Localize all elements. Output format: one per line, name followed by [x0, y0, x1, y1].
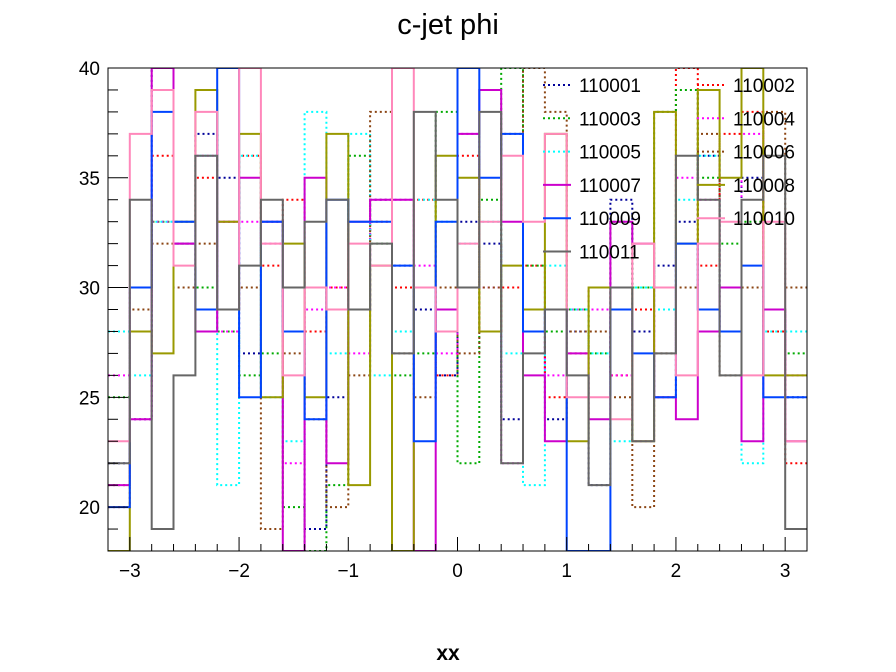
y-tick-label: 40: [79, 59, 100, 80]
x-axis-label: xx: [436, 642, 460, 665]
legend-label-110006: 110006: [733, 143, 795, 164]
legend-label-110005: 110005: [579, 143, 641, 164]
axis-layer: −3 −2 −1 0 1 2 3 20 25 30 35 40: [79, 59, 808, 582]
y-tick-label: 35: [79, 169, 100, 190]
legend-label-110008: 110008: [733, 176, 795, 197]
x-tick-label: −2: [228, 561, 250, 582]
x-tick-label: 1: [561, 561, 572, 582]
legend-label-110009: 110009: [579, 209, 641, 230]
legend-label-110002: 110002: [733, 76, 795, 97]
legend-label-110011: 110011: [579, 243, 640, 264]
x-tick-label: −3: [119, 561, 141, 582]
legend-label-110010: 110010: [733, 209, 795, 230]
x-tick-label: 2: [671, 561, 682, 582]
chart-title: c-jet phi: [397, 9, 499, 41]
x-tick-label: 0: [452, 561, 463, 582]
y-tick-label: 25: [79, 388, 100, 409]
legend: 110001 110002 110003 110004 110005 110006 1100…: [543, 76, 795, 264]
series-line-110011: [108, 110, 807, 530]
legend-label-110001: 110001: [579, 76, 641, 97]
legend-label-110003: 110003: [579, 109, 641, 130]
x-tick-label: −1: [337, 561, 359, 582]
y-tick-label: 20: [79, 498, 100, 519]
series-layer: [108, 68, 807, 551]
y-tick-label: 30: [79, 279, 100, 300]
legend-label-110004: 110004: [733, 109, 795, 130]
legend-label-110007: 110007: [579, 176, 641, 197]
x-tick-label: 3: [780, 561, 791, 582]
series-line-110003: [108, 68, 807, 551]
